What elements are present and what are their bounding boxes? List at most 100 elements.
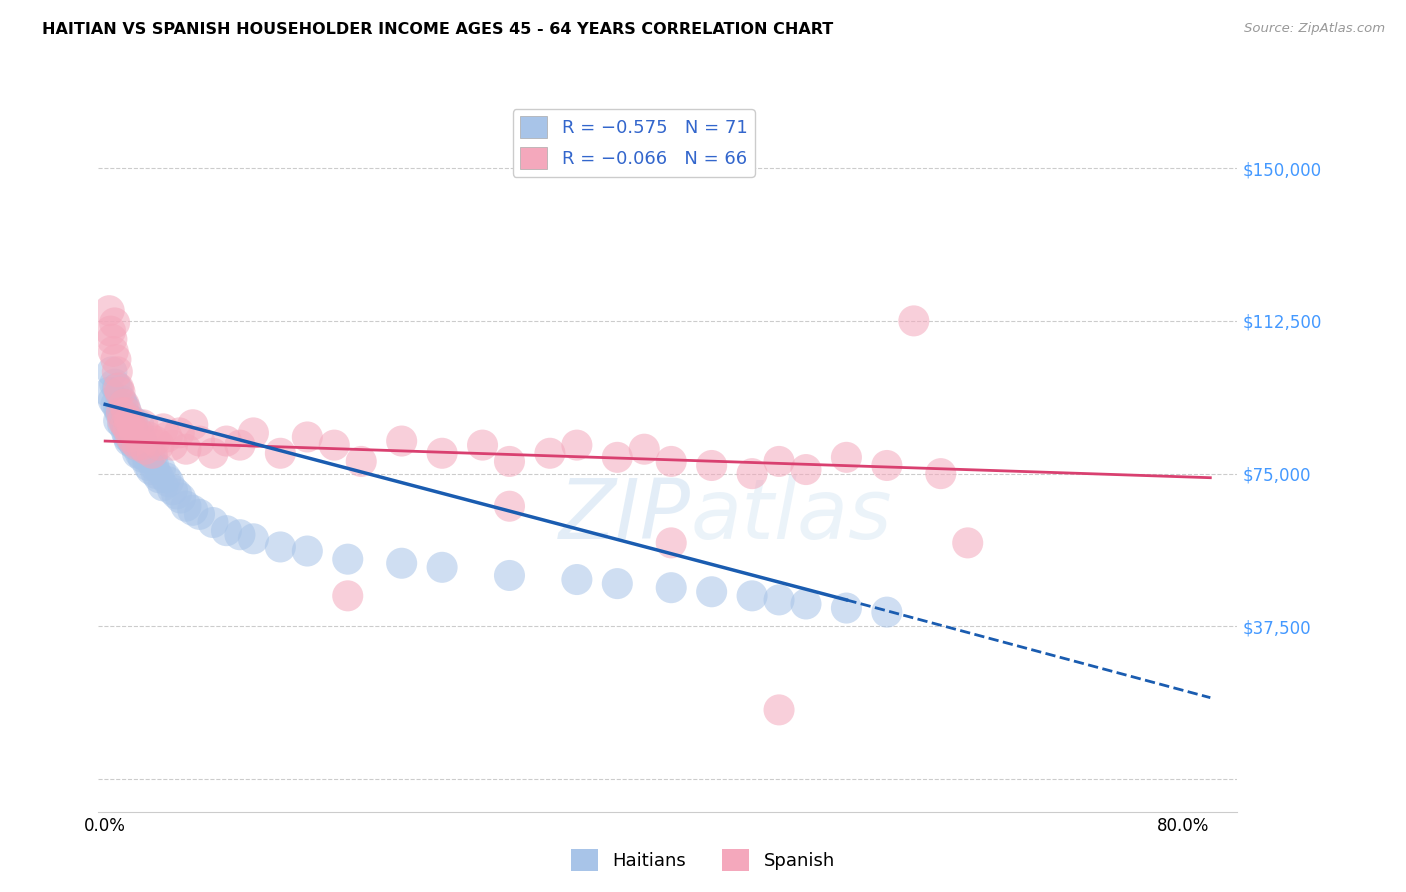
Point	[741, 467, 763, 481]
Point	[835, 450, 858, 465]
Point	[117, 414, 139, 428]
Point	[128, 425, 150, 440]
Point	[188, 434, 211, 448]
Text: ZIP: ZIP	[558, 475, 690, 557]
Point	[103, 344, 125, 359]
Point	[127, 446, 149, 460]
Point	[336, 589, 359, 603]
Point	[633, 442, 655, 457]
Point	[741, 589, 763, 603]
Point	[242, 532, 264, 546]
Point	[659, 454, 682, 468]
Point	[430, 560, 453, 574]
Point	[131, 438, 153, 452]
Point	[142, 458, 165, 473]
Point	[107, 381, 129, 395]
Point	[156, 430, 179, 444]
Point	[169, 425, 191, 440]
Point	[115, 409, 138, 424]
Point	[157, 475, 180, 489]
Point	[132, 417, 155, 432]
Point	[269, 540, 291, 554]
Point	[350, 454, 373, 468]
Point	[114, 401, 136, 416]
Point	[117, 422, 139, 436]
Point	[110, 405, 132, 419]
Point	[139, 462, 162, 476]
Point	[148, 471, 170, 485]
Point	[391, 434, 413, 448]
Point	[135, 442, 157, 457]
Point	[104, 352, 127, 367]
Point	[174, 500, 197, 514]
Point	[181, 417, 204, 432]
Point	[201, 516, 224, 530]
Point	[118, 417, 141, 432]
Point	[162, 438, 184, 452]
Point	[121, 417, 143, 432]
Point	[112, 397, 135, 411]
Point	[768, 454, 790, 468]
Point	[876, 605, 898, 619]
Point	[659, 581, 682, 595]
Legend: Haitians, Spanish: Haitians, Spanish	[564, 842, 842, 879]
Point	[498, 500, 520, 514]
Point	[117, 430, 139, 444]
Point	[215, 524, 238, 538]
Point	[181, 503, 204, 517]
Point	[104, 397, 127, 411]
Point	[152, 422, 174, 436]
Point	[114, 417, 136, 432]
Point	[124, 438, 146, 452]
Point	[391, 556, 413, 570]
Point	[122, 434, 145, 448]
Point	[141, 446, 163, 460]
Point	[121, 434, 143, 448]
Point	[768, 703, 790, 717]
Point	[98, 385, 121, 400]
Point	[141, 450, 163, 465]
Point	[835, 601, 858, 615]
Point	[242, 425, 264, 440]
Point	[565, 438, 588, 452]
Point	[105, 365, 128, 379]
Point	[114, 417, 136, 432]
Point	[174, 442, 197, 457]
Point	[104, 377, 127, 392]
Point	[876, 458, 898, 473]
Point	[112, 414, 135, 428]
Point	[118, 434, 141, 448]
Text: atlas: atlas	[690, 475, 893, 557]
Point	[471, 438, 494, 452]
Point	[125, 430, 148, 444]
Point	[120, 422, 142, 436]
Point	[108, 385, 131, 400]
Point	[336, 552, 359, 566]
Point	[104, 316, 127, 330]
Point	[565, 573, 588, 587]
Point	[138, 446, 160, 460]
Point	[956, 536, 979, 550]
Point	[129, 446, 152, 460]
Point	[700, 584, 723, 599]
Point	[131, 434, 153, 448]
Point	[155, 471, 177, 485]
Point	[101, 365, 124, 379]
Point	[323, 438, 346, 452]
Point	[103, 393, 125, 408]
Point	[145, 467, 167, 481]
Point	[100, 324, 122, 338]
Point	[152, 479, 174, 493]
Text: Source: ZipAtlas.com: Source: ZipAtlas.com	[1244, 22, 1385, 36]
Point	[903, 314, 925, 328]
Point	[929, 467, 952, 481]
Point	[538, 446, 561, 460]
Point	[498, 568, 520, 582]
Point	[794, 597, 817, 611]
Point	[201, 446, 224, 460]
Point	[498, 454, 520, 468]
Legend: R = −0.575   N = 71, R = −0.066   N = 66: R = −0.575 N = 71, R = −0.066 N = 66	[513, 109, 755, 177]
Point	[768, 593, 790, 607]
Point	[606, 450, 628, 465]
Point	[794, 462, 817, 476]
